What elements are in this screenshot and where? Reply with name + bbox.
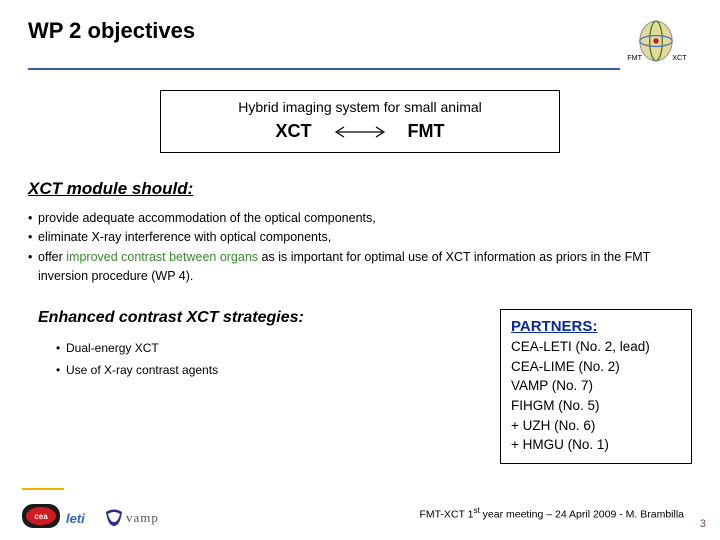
fmt-label: FMT <box>408 121 445 142</box>
bullet-marker: • <box>28 248 38 287</box>
partner-line: + UZH (No. 6) <box>511 416 681 436</box>
hybrid-box-row: XCT FMT <box>173 121 547 142</box>
slide-title: WP 2 objectives <box>28 18 195 44</box>
xct-label: XCT <box>276 121 312 142</box>
bullet-marker: • <box>28 209 38 228</box>
section-heading-xct-module: XCT module should: <box>28 179 692 199</box>
section2-bullets: • Dual-energy XCT • Use of X-ray contras… <box>56 337 480 383</box>
bullet-text: provide adequate accommodation of the op… <box>38 209 376 228</box>
bullet-item: • offer improved contrast between organs… <box>28 248 692 287</box>
svg-text:cea: cea <box>34 512 48 521</box>
partner-line: CEA-LIME (No. 2) <box>511 357 681 377</box>
hybrid-box-caption: Hybrid imaging system for small animal <box>173 99 547 115</box>
bullet-item: • Dual-energy XCT <box>56 337 480 360</box>
yellow-rule <box>22 488 64 490</box>
partner-line: + HMGU (No. 1) <box>511 435 681 455</box>
bullet-marker: • <box>28 228 38 247</box>
partners-box: PARTNERS: CEA-LETI (No. 2, lead) CEA-LIM… <box>500 309 692 464</box>
bullet-text: offer improved contrast between organs a… <box>38 248 692 287</box>
section1-bullets: • provide adequate accommodation of the … <box>28 209 692 287</box>
svg-text:leti: leti <box>66 511 85 526</box>
bullet-marker: • <box>56 359 66 382</box>
slide: WP 2 objectives FMT XCT Hybrid imaging s… <box>0 0 720 540</box>
diagram-fmt-label: FMT <box>627 53 642 62</box>
double-arrow-icon <box>332 125 388 139</box>
vamp-logo-text: vamp <box>126 510 159 526</box>
hybrid-box: Hybrid imaging system for small animal X… <box>160 90 560 153</box>
strategies-block: Enhanced contrast XCT strategies: • Dual… <box>28 309 480 464</box>
bullet-item: • Use of X-ray contrast agents <box>56 359 480 382</box>
partner-line: CEA-LETI (No. 2, lead) <box>511 337 681 357</box>
title-row: WP 2 objectives FMT XCT <box>28 18 692 64</box>
vamp-logo: vamp <box>104 508 159 528</box>
page-number: 3 <box>700 518 706 530</box>
lower-row: Enhanced contrast XCT strategies: • Dual… <box>28 309 692 464</box>
bullet-item: • provide adequate accommodation of the … <box>28 209 692 228</box>
bullet-text: eliminate X-ray interference with optica… <box>38 228 331 247</box>
bullet-marker: • <box>56 337 66 360</box>
bullet-text: Dual-energy XCT <box>66 337 159 360</box>
partners-title: PARTNERS: <box>511 316 681 338</box>
bullet-text: Use of X-ray contrast agents <box>66 359 218 382</box>
title-rule <box>28 68 620 70</box>
leti-logo-icon: leti <box>66 508 98 528</box>
vamp-logo-icon <box>104 508 124 528</box>
cea-logo-icon: cea <box>22 504 60 528</box>
bullet-item: • eliminate X-ray interference with opti… <box>28 228 692 247</box>
highlight-green: improved contrast between organs <box>66 250 258 264</box>
section-heading-strategies: Enhanced contrast XCT strategies: <box>38 309 480 327</box>
diagram-xct-label: XCT <box>672 53 687 62</box>
footer-text: FMT-XCT 1st year meeting – 24 April 2009… <box>419 506 684 521</box>
fmt-xct-diagram-icon: FMT XCT <box>620 18 692 64</box>
partner-line: FIHGM (No. 5) <box>511 396 681 416</box>
bottom-logos: cea leti vamp <box>22 504 159 528</box>
partner-line: VAMP (No. 7) <box>511 376 681 396</box>
